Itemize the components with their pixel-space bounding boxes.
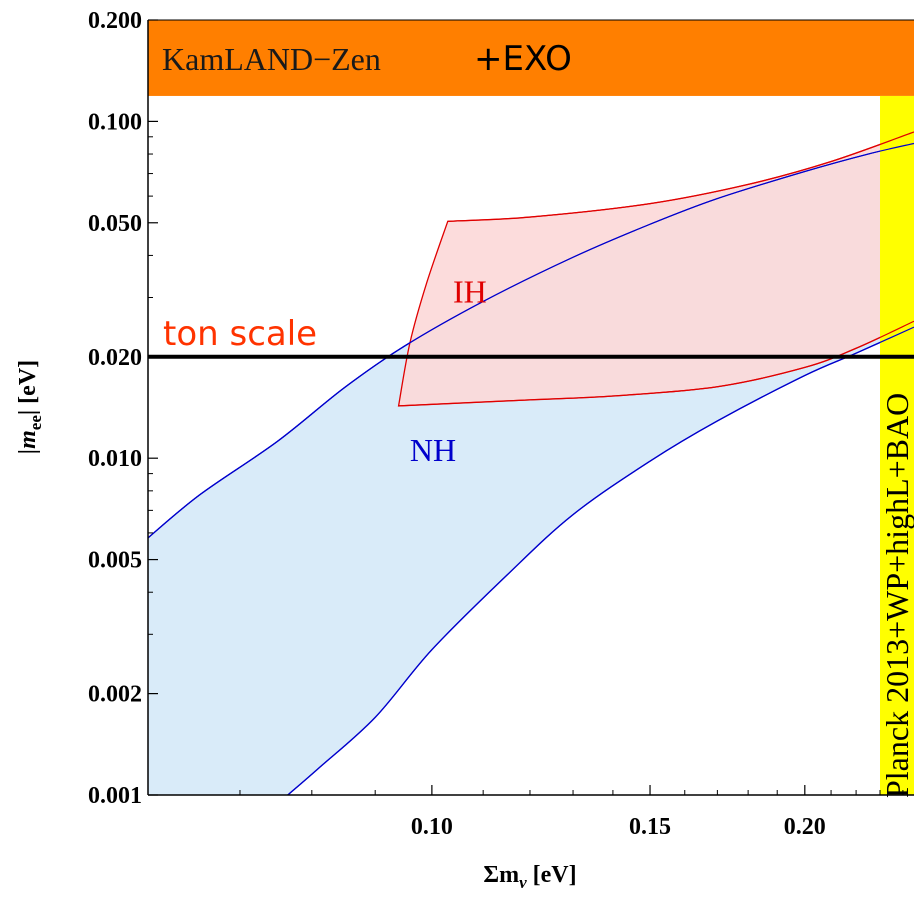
kamland-band (148, 20, 914, 96)
x-tick-label: 0.10 (411, 814, 453, 840)
y-tick-label: 0.100 (88, 109, 142, 135)
y-tick-label: 0.010 (88, 446, 142, 472)
nh-lower-curve-top (287, 326, 914, 795)
y-tick-label: 0.200 (88, 8, 142, 34)
planck-label: Planck 2013+WP+highL+BAO (879, 393, 914, 798)
x-tick-label: 0.15 (629, 814, 671, 840)
nh-upper-curve-top (148, 142, 914, 539)
y-tick-label: 0.020 (88, 345, 142, 371)
ton-scale-label: ton scale (163, 314, 317, 354)
y-tick-label: 0.002 (88, 682, 142, 708)
y-tick-label: 0.001 (88, 783, 142, 809)
region-label-ih: IH (453, 273, 487, 309)
kamland-label: KamLAND−Zen (162, 41, 381, 77)
ih-lower-curve-top (398, 320, 914, 407)
planck-band (880, 95, 914, 795)
ih-region (397, 131, 914, 407)
exo-label: +EXO (474, 39, 572, 79)
ih-upper-curve-top (447, 131, 914, 222)
y-tick-label: 0.005 (88, 548, 142, 574)
region-label-nh: NH (410, 432, 456, 468)
curve-overlay (148, 131, 914, 795)
y-tick-label: 0.050 (88, 211, 142, 237)
x-tick-label: 0.20 (784, 814, 826, 840)
x-axis-title: Σmν [eV] (483, 862, 576, 892)
y-axis-title: |mee| [eV] (15, 360, 45, 454)
